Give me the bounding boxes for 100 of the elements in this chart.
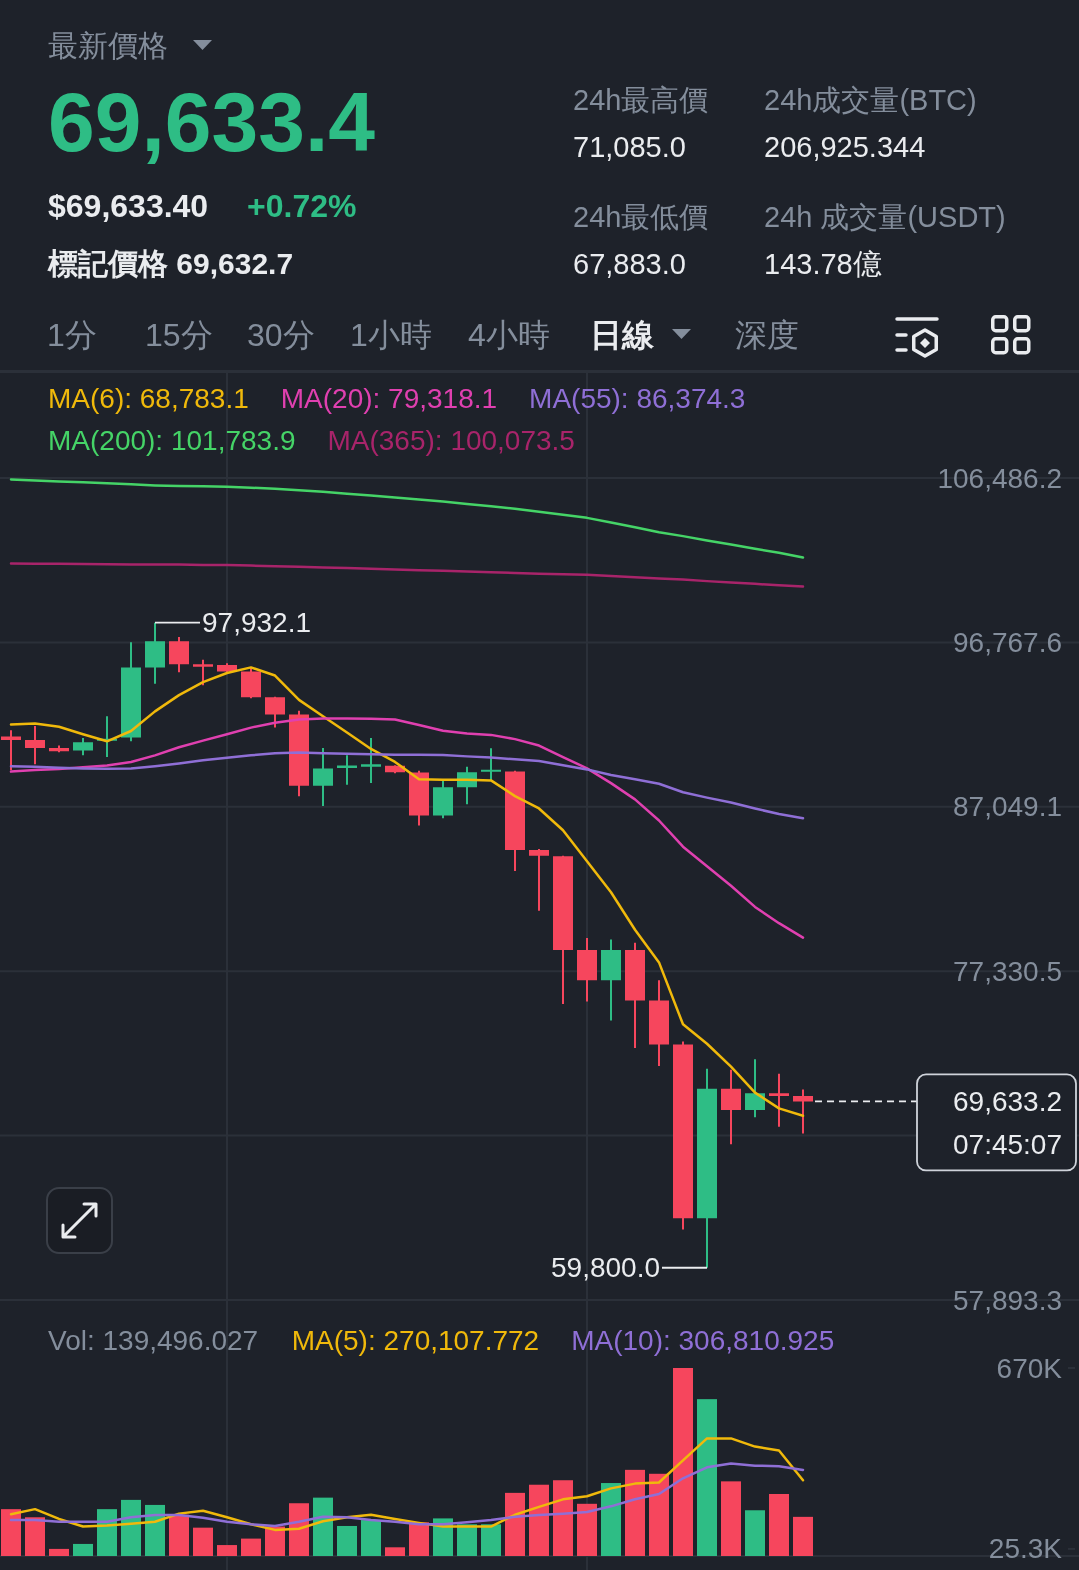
bar	[649, 1473, 669, 1556]
text: 最新價格	[48, 28, 168, 62]
line-series	[9, 751, 805, 820]
candlestick	[361, 738, 381, 784]
bar	[409, 1522, 429, 1556]
bar	[577, 1503, 597, 1556]
bar	[337, 1525, 357, 1556]
series-label: MA(200): 101,783.9	[48, 424, 296, 456]
bar	[145, 1504, 165, 1556]
text: 206,925.344	[764, 131, 926, 163]
candlestick	[313, 747, 333, 806]
bar	[241, 1538, 261, 1556]
line-series	[9, 666, 805, 1118]
line-series	[9, 478, 805, 559]
bar	[793, 1516, 813, 1556]
text: 深度	[735, 317, 799, 353]
y-tick-label: 96,767.6	[953, 626, 1062, 658]
text: 143.78億	[764, 248, 882, 280]
candlestick	[337, 755, 357, 785]
text: +0.72%	[247, 188, 357, 224]
bar	[385, 1547, 405, 1556]
candlestick	[505, 770, 525, 872]
bar	[193, 1527, 213, 1556]
annotation: 59,800.0	[551, 1252, 660, 1284]
chart-title: Vol: 139,496.027	[48, 1324, 259, 1356]
candlestick	[433, 780, 453, 819]
y-tick-label: 25.3K	[988, 1533, 1063, 1565]
text: $69,633.40	[48, 188, 209, 224]
text: 15分	[145, 317, 213, 353]
bar	[73, 1543, 93, 1556]
text: MA(365): 100,073.5	[327, 424, 575, 456]
candlestick	[769, 1073, 789, 1127]
text: 日線	[590, 317, 655, 353]
text: 4小時	[468, 317, 550, 353]
bar	[313, 1497, 333, 1556]
candlestick	[529, 848, 549, 911]
candlestick	[121, 642, 141, 742]
candlestick	[49, 745, 69, 753]
bar	[25, 1517, 45, 1556]
candlestick	[1, 730, 21, 771]
bar	[697, 1399, 717, 1556]
text: 1小時	[350, 317, 432, 353]
candlestick	[73, 738, 93, 756]
candlestick	[553, 855, 573, 1005]
candlestick	[745, 1059, 765, 1118]
text: MA(55): 86,374.3	[529, 382, 746, 414]
candlestick	[577, 937, 597, 1002]
text: 07:45:07	[953, 1128, 1062, 1160]
y-tick-label: 106,486.2	[937, 462, 1062, 494]
text: MA(10): 306,810.925	[571, 1324, 835, 1356]
candlestick	[145, 622, 165, 684]
text: 69,633.4	[48, 75, 376, 169]
text: 24h最高價	[573, 84, 709, 116]
line-series	[9, 717, 805, 939]
bar	[481, 1524, 501, 1556]
bar	[553, 1480, 573, 1556]
candlestick	[793, 1089, 813, 1134]
candlestick	[409, 770, 429, 826]
bar	[745, 1510, 765, 1556]
bar	[505, 1492, 525, 1556]
candlestick	[169, 637, 189, 673]
y-tick-label: 57,893.3	[953, 1284, 1062, 1316]
candlestick	[481, 748, 501, 781]
candlestick	[217, 663, 237, 673]
text: 30分	[247, 317, 315, 353]
candlestick	[241, 667, 261, 699]
bar	[457, 1524, 477, 1556]
text: 67,883.0	[573, 248, 686, 280]
text: 24h 成交量(USDT)	[764, 201, 1006, 233]
bar	[529, 1484, 549, 1556]
bar	[289, 1503, 309, 1556]
text: 標記價格 69,632.7	[47, 246, 294, 280]
ref-line-label: 69,633.2	[953, 1085, 1062, 1117]
bar	[97, 1509, 117, 1556]
candlestick	[601, 939, 621, 1021]
bar	[49, 1548, 69, 1556]
bar	[1, 1509, 21, 1556]
candlestick	[289, 710, 309, 797]
candlestick	[625, 942, 645, 1049]
candlestick	[25, 726, 45, 765]
candlestick	[193, 659, 213, 686]
text: 1分	[47, 317, 97, 353]
y-tick-label: 670K	[996, 1352, 1063, 1384]
text: MA(6): 68,783.1	[48, 382, 249, 414]
text: 24h最低價	[573, 201, 709, 233]
candlestick	[697, 1068, 717, 1268]
line-series	[9, 1437, 805, 1532]
text: MA(20): 79,318.1	[280, 382, 498, 414]
bar	[121, 1499, 141, 1556]
candlestick	[649, 980, 669, 1066]
text: 71,085.0	[573, 131, 686, 163]
bar	[769, 1493, 789, 1556]
candlestick	[265, 696, 285, 728]
line-series	[9, 1462, 805, 1528]
bar	[601, 1483, 621, 1556]
bar	[625, 1469, 645, 1556]
annotation: 97,932.1	[202, 607, 311, 639]
bar	[217, 1545, 237, 1556]
y-tick-label: 87,049.1	[953, 791, 1062, 823]
text: 24h成交量(BTC)	[764, 84, 977, 116]
